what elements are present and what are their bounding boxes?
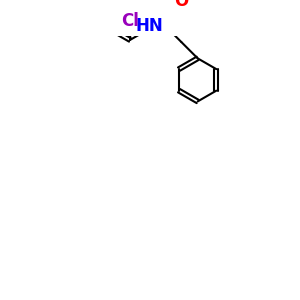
Text: O: O xyxy=(174,0,188,10)
Text: Cl: Cl xyxy=(121,12,139,30)
Text: HN: HN xyxy=(136,17,164,35)
